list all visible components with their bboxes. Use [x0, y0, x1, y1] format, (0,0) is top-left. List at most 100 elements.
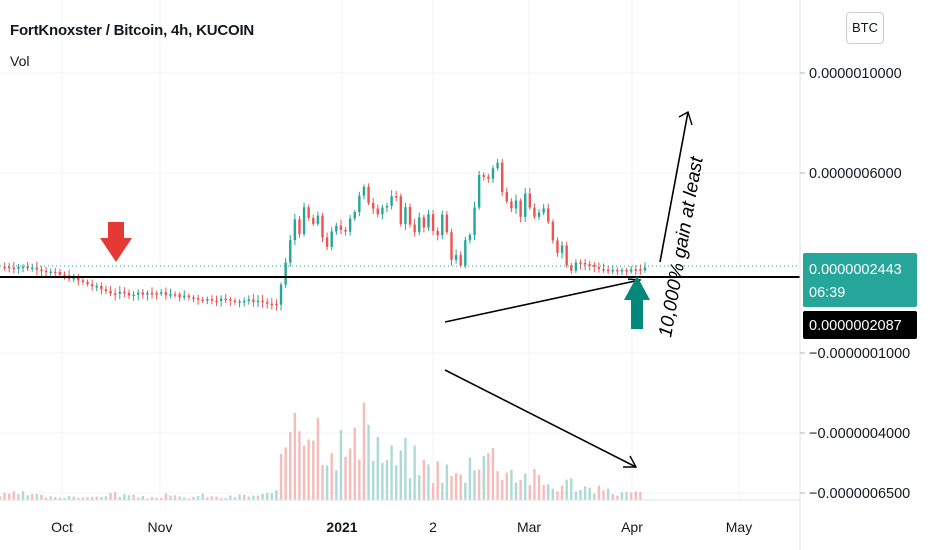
price-candle — [450, 232, 453, 260]
price-candle — [219, 298, 223, 301]
volume-bar — [450, 476, 453, 500]
volume-bar — [164, 493, 168, 500]
volume-bar — [196, 496, 200, 500]
price-candle — [137, 292, 140, 295]
volume-bar — [252, 495, 255, 500]
price-candle — [413, 224, 416, 233]
volume-bar — [21, 491, 25, 500]
price-candle — [477, 175, 481, 208]
price-candle — [196, 298, 200, 300]
volume-bar — [436, 461, 439, 500]
volume-bar — [464, 482, 467, 500]
price-candle — [12, 267, 16, 270]
volume-bar — [312, 440, 315, 500]
volume-bar — [510, 469, 513, 500]
volume-bar — [574, 491, 578, 500]
volume-bar — [376, 436, 379, 500]
price-candle — [399, 196, 403, 225]
price-candle — [570, 265, 573, 271]
volume-bar — [141, 496, 145, 500]
price-candle — [229, 299, 232, 301]
price-candle — [427, 214, 430, 228]
price-candle — [146, 292, 149, 295]
price-candle — [404, 207, 407, 225]
volume-bar — [233, 497, 237, 500]
volume-bar — [242, 494, 246, 500]
price-candle — [183, 295, 186, 298]
volume-bar — [169, 495, 172, 500]
price-candle — [40, 269, 43, 272]
volume-bar — [17, 494, 20, 500]
price-candle — [127, 292, 131, 296]
volume-bar — [611, 494, 614, 500]
volume-bar — [537, 475, 541, 500]
volume-bar — [275, 490, 278, 500]
volume-bar — [634, 491, 637, 500]
volume-bar — [542, 484, 545, 500]
price-candle — [215, 300, 218, 303]
volume-bar — [146, 498, 149, 500]
trend-line-up — [444, 279, 641, 323]
volume-bar — [629, 492, 633, 500]
volume-bar — [395, 465, 398, 500]
volume-bar — [137, 497, 140, 500]
price-candle — [505, 192, 508, 202]
price-candle — [422, 217, 426, 228]
volume-bar — [256, 495, 260, 500]
price-candle — [395, 196, 398, 198]
volume-bar — [49, 496, 52, 500]
volume-bar — [81, 497, 85, 500]
volume-bar — [505, 472, 508, 500]
volume-bar — [362, 402, 366, 500]
x-tick-label: 2021 — [326, 519, 357, 535]
volume-bar — [54, 497, 57, 500]
volume-bar — [215, 496, 218, 500]
price-candle — [141, 292, 145, 295]
price-candle — [252, 299, 255, 302]
price-candle — [261, 300, 264, 303]
price-candle — [537, 212, 541, 217]
volume-bar — [210, 496, 214, 500]
countdown-label: 06:39 — [809, 285, 845, 301]
price-candle — [362, 186, 366, 196]
volume-bar — [229, 495, 232, 500]
volume-bar — [31, 494, 34, 500]
volume-bar — [293, 412, 297, 500]
volume-bar — [514, 482, 518, 500]
price-candle — [519, 200, 522, 217]
x-tick-label: 2 — [429, 519, 437, 535]
trend-line-down — [444, 369, 637, 468]
price-candle — [344, 229, 347, 232]
currency-button[interactable]: BTC — [846, 12, 884, 44]
volume-bar — [127, 495, 131, 500]
price-candle — [178, 294, 181, 298]
red-down-arrow — [100, 222, 132, 262]
volume-bar — [339, 429, 343, 500]
price-candle — [113, 293, 117, 295]
volume-bar — [238, 494, 241, 500]
price-candle — [496, 162, 499, 169]
volume-bar — [570, 478, 573, 500]
volume-bar — [431, 483, 435, 500]
price-candle — [583, 262, 587, 265]
volume-bar — [206, 497, 209, 500]
price-candle — [77, 277, 80, 281]
price-candle — [100, 286, 103, 290]
price-candle — [353, 212, 356, 219]
volume-bar — [459, 474, 462, 500]
price-candle — [358, 195, 361, 213]
green-up-arrow — [624, 276, 650, 329]
volume-bar — [298, 431, 301, 500]
chart-title: FortKnoxster / Bitcoin, 4h, KUCOIN — [10, 22, 255, 39]
volume-indicator-label[interactable]: Vol — [10, 53, 30, 69]
price-candle — [560, 245, 564, 253]
price-candle — [284, 262, 287, 285]
volume-bar — [418, 475, 421, 500]
volume-bar — [289, 431, 292, 500]
current-price-badge — [803, 253, 917, 307]
price-candle — [473, 207, 476, 236]
volume-bar — [155, 497, 158, 500]
price-candle — [330, 231, 333, 247]
volume-bar — [491, 447, 495, 500]
